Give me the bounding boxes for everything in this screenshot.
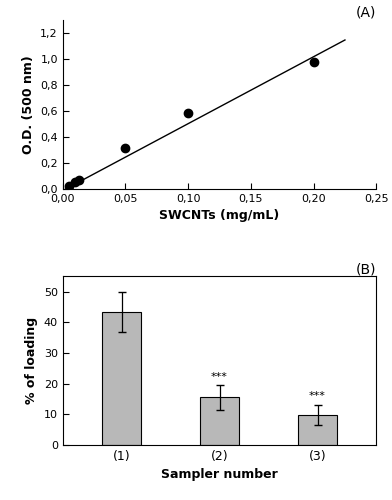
X-axis label: SWCNTs (mg/mL): SWCNTs (mg/mL) bbox=[160, 209, 279, 222]
Point bbox=[185, 109, 191, 117]
Text: (A): (A) bbox=[356, 6, 376, 20]
Point bbox=[72, 178, 78, 186]
Point bbox=[122, 144, 129, 152]
Y-axis label: % of loading: % of loading bbox=[25, 317, 38, 404]
Point bbox=[76, 176, 82, 184]
X-axis label: Sampler number: Sampler number bbox=[161, 468, 278, 481]
Bar bbox=[298, 415, 337, 445]
Bar bbox=[102, 312, 141, 445]
Text: (B): (B) bbox=[356, 262, 376, 276]
Y-axis label: O.D. (500 nm): O.D. (500 nm) bbox=[22, 55, 34, 154]
Text: ***: *** bbox=[309, 392, 326, 402]
Text: ***: *** bbox=[211, 372, 228, 382]
Point bbox=[66, 182, 72, 190]
Bar bbox=[200, 398, 239, 445]
Point bbox=[310, 58, 317, 66]
